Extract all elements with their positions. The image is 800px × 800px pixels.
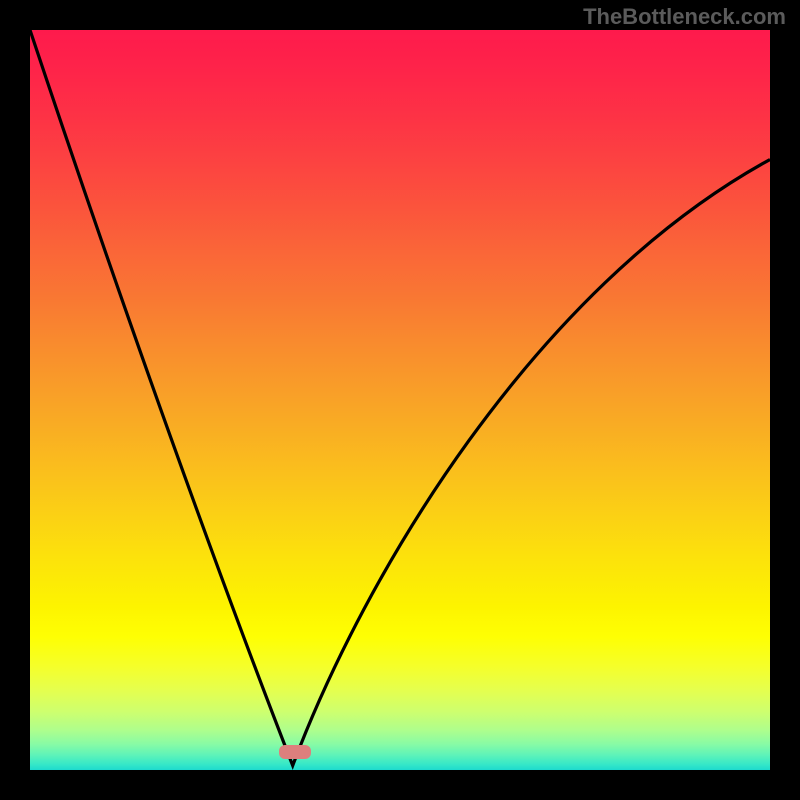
curve-path bbox=[30, 30, 770, 766]
watermark-text: TheBottleneck.com bbox=[583, 4, 786, 30]
vertex-marker bbox=[279, 745, 311, 759]
plot-area bbox=[30, 30, 770, 770]
bottleneck-curve bbox=[30, 30, 770, 770]
